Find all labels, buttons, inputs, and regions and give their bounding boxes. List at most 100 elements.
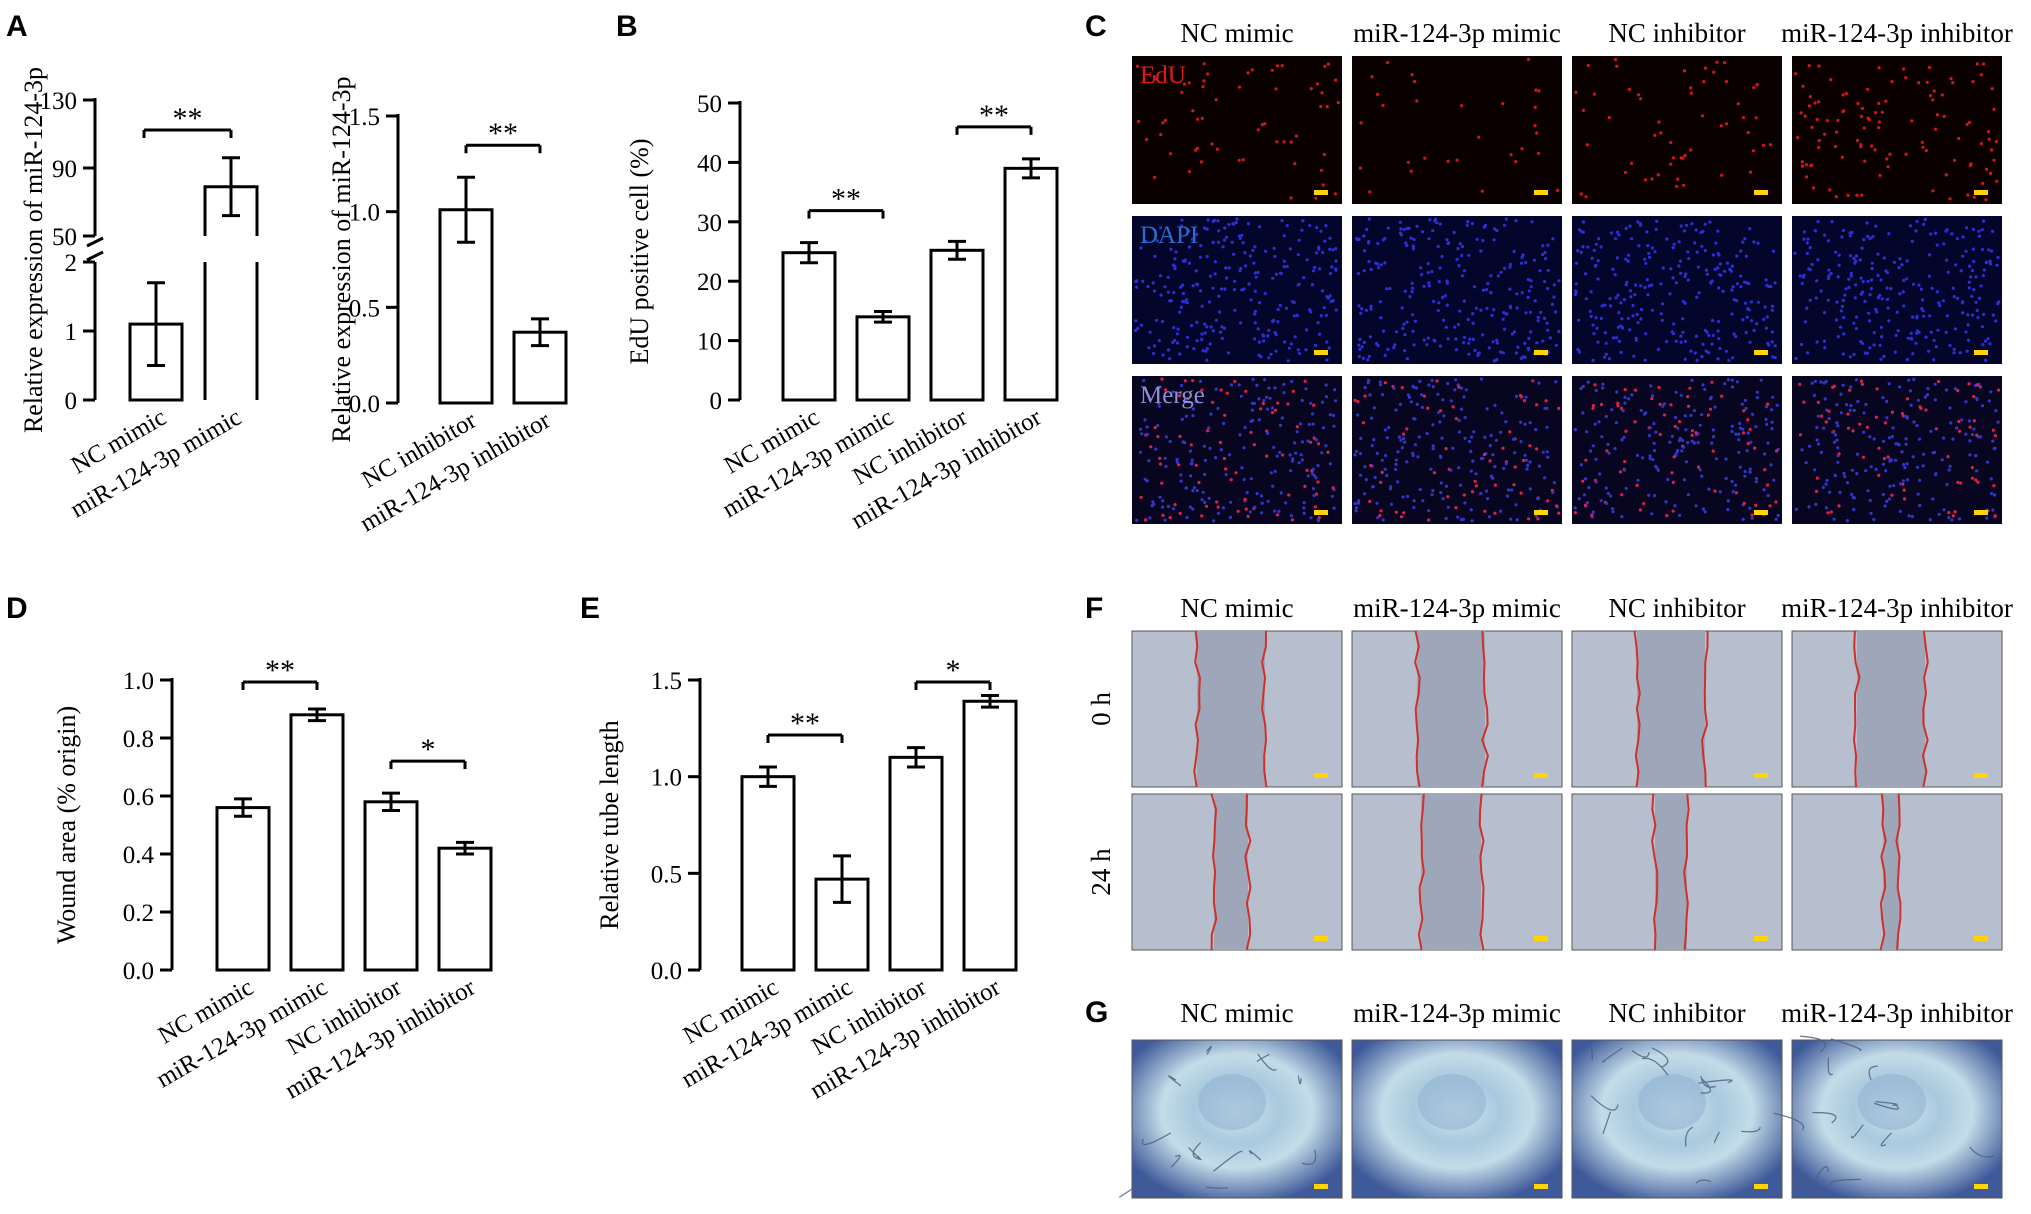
panel-letter-e: E bbox=[580, 592, 600, 625]
wound-edge-line bbox=[1921, 630, 1929, 788]
axis-break-mark bbox=[86, 236, 104, 248]
cell-nuclei bbox=[1358, 57, 1560, 194]
column-header: miR-124-3p inhibitor bbox=[1781, 593, 2013, 623]
cell-nuclei bbox=[1794, 377, 2001, 523]
cell-nuclei bbox=[1793, 217, 2001, 362]
y-tick-label: 0 bbox=[65, 388, 78, 415]
scale-bar bbox=[1754, 936, 1768, 941]
y-axis-label: Wound area (% origin) bbox=[52, 706, 81, 944]
scale-bar bbox=[1754, 190, 1768, 195]
y-tick-label: 30 bbox=[697, 210, 722, 237]
y-tick-label: 1.5 bbox=[651, 668, 682, 695]
bar bbox=[855, 315, 911, 402]
micrograph-image bbox=[1572, 56, 1782, 204]
scale-bar bbox=[1754, 510, 1768, 515]
wound-gap bbox=[1883, 794, 1899, 950]
scale-bar bbox=[1314, 510, 1328, 515]
wound-edge-line bbox=[1210, 793, 1218, 951]
scale-bar bbox=[1314, 1184, 1328, 1189]
bar bbox=[781, 251, 837, 402]
y-tick-label: 1.0 bbox=[123, 668, 154, 695]
y-tick-label: 0.0 bbox=[349, 391, 380, 418]
wound-edge-line bbox=[1244, 793, 1252, 951]
significance-label: ** bbox=[265, 654, 295, 687]
significance-label: ** bbox=[790, 707, 820, 740]
scale-bar bbox=[1534, 1184, 1548, 1189]
wound-gap bbox=[1417, 631, 1485, 787]
scale-bar bbox=[1974, 350, 1988, 355]
bar bbox=[289, 713, 345, 972]
channel-label: EdU bbox=[1140, 62, 1186, 89]
well-center bbox=[1418, 1074, 1486, 1130]
significance-label: * bbox=[946, 654, 961, 687]
micrograph-grid-tube: NC mimic miR-124-3p mimic NC inhibitor miR-… bbox=[1118, 998, 2013, 1199]
tube-network bbox=[1590, 1045, 1761, 1184]
scale-bar bbox=[1974, 510, 1988, 515]
scale-bar bbox=[1754, 1184, 1768, 1189]
panel-letter-c: C bbox=[1085, 10, 1107, 43]
scale-bar bbox=[1314, 773, 1328, 778]
bar bbox=[363, 800, 419, 972]
scale-bar bbox=[1974, 1184, 1988, 1189]
column-header: miR-124-3p mimic bbox=[1353, 18, 1561, 48]
wound-gap bbox=[1637, 631, 1705, 787]
micrograph-image bbox=[1352, 56, 1562, 204]
wound-edge-line bbox=[1261, 630, 1268, 788]
y-tick-label: 1.5 bbox=[349, 104, 380, 131]
panel-letter-a: A bbox=[6, 10, 28, 43]
y-tick-label: 1.0 bbox=[349, 200, 380, 227]
scale-bar bbox=[1314, 936, 1328, 941]
wound-edge-line bbox=[1481, 630, 1489, 788]
micrograph-image bbox=[1132, 216, 1342, 364]
wound-gap bbox=[1197, 631, 1265, 787]
wound-edge-line bbox=[1417, 793, 1425, 951]
scale-bar bbox=[1534, 190, 1548, 195]
scale-bar bbox=[1534, 510, 1548, 515]
cell-nuclei bbox=[1573, 219, 1777, 363]
wound-gap bbox=[1214, 794, 1248, 950]
scale-bar bbox=[1534, 350, 1548, 355]
y-tick-label: 40 bbox=[697, 150, 722, 177]
significance-label: ** bbox=[831, 183, 861, 216]
bar bbox=[215, 806, 271, 972]
panel-letter-d: D bbox=[6, 592, 28, 625]
micrograph-image bbox=[1792, 56, 2002, 204]
column-header: miR-124-3p inhibitor bbox=[1781, 18, 2013, 48]
micrograph-image bbox=[1792, 376, 2002, 524]
scale-bar bbox=[1534, 936, 1548, 941]
y-tick-label: 50 bbox=[52, 224, 77, 251]
channel-label: Merge bbox=[1140, 382, 1205, 409]
y-tick-label: 90 bbox=[52, 156, 77, 183]
bar-lower-segment bbox=[203, 262, 259, 400]
micrograph-grid-wound: NC mimic miR-124-3p mimic NC inhibitor miR-… bbox=[1086, 593, 2013, 951]
wound-edge-line bbox=[1701, 630, 1709, 788]
column-header: miR-124-3p mimic bbox=[1353, 593, 1561, 623]
y-tick-label: 0 bbox=[710, 388, 723, 415]
wound-gap bbox=[1857, 631, 1925, 787]
y-tick-label: 130 bbox=[40, 88, 78, 115]
y-tick-label: 1.0 bbox=[651, 765, 682, 792]
panel-letter-g: G bbox=[1085, 996, 1108, 1029]
row-label: 0 h bbox=[1086, 692, 1116, 726]
wound-edge-line bbox=[1633, 630, 1641, 788]
y-tick-label: 0.4 bbox=[123, 842, 155, 869]
column-header: miR-124-3p mimic bbox=[1353, 998, 1561, 1028]
column-header: NC mimic bbox=[1180, 18, 1293, 48]
cell-nuclei bbox=[1353, 377, 1561, 523]
column-header: NC mimic bbox=[1180, 593, 1293, 623]
scale-bar bbox=[1974, 936, 1988, 941]
y-axis-label: Relative expression of miR-124-3p bbox=[19, 67, 48, 433]
cell-nuclei bbox=[1793, 62, 1999, 202]
significance-label: * bbox=[421, 733, 436, 766]
y-tick-label: 0.2 bbox=[123, 900, 154, 927]
bar bbox=[962, 699, 1018, 972]
bar bbox=[437, 846, 493, 972]
wound-gap bbox=[1655, 794, 1687, 950]
significance-label: ** bbox=[979, 99, 1009, 132]
y-tick-label: 2 bbox=[65, 250, 78, 277]
channel-label: DAPI bbox=[1140, 222, 1198, 249]
wound-edge-line bbox=[1683, 793, 1690, 951]
